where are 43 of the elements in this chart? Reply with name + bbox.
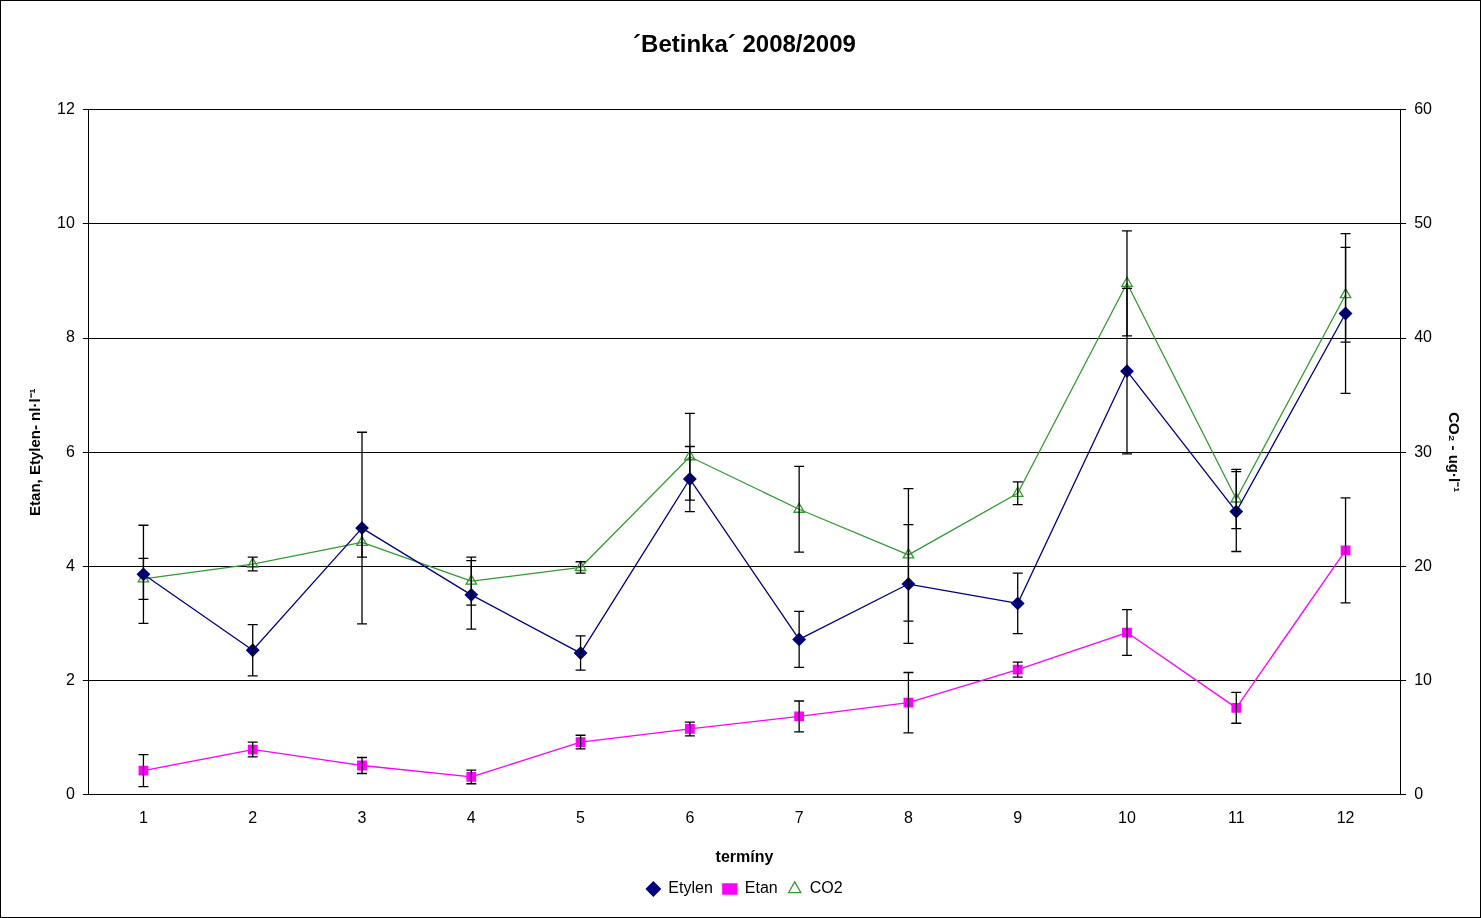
point xyxy=(684,450,696,461)
point xyxy=(902,548,915,559)
y2-axis-title: CO₂ - ug·l⁻¹ xyxy=(1445,412,1463,493)
point xyxy=(465,574,478,585)
x-axis-title: termíny xyxy=(715,847,774,865)
x-tick-label: 3 xyxy=(357,808,367,826)
chart-title: ´Betinka´ 2008/2009 xyxy=(633,30,856,58)
y2-tick-label: 10 xyxy=(1414,670,1433,688)
y2-tick-label: 40 xyxy=(1414,328,1433,346)
x-tick-label: 7 xyxy=(794,808,804,826)
x-tick-label: 9 xyxy=(1013,808,1023,826)
y-tick-label: 8 xyxy=(65,328,75,346)
x-tick-label: 10 xyxy=(1118,808,1136,826)
x-tick-label: 5 xyxy=(576,808,586,826)
x-tick-label: 12 xyxy=(1336,808,1355,826)
x-tick-label: 11 xyxy=(1227,808,1245,826)
point xyxy=(1011,486,1024,497)
point xyxy=(1230,492,1243,503)
y2-tick-label: 30 xyxy=(1414,442,1433,460)
x-tick-label: 2 xyxy=(248,808,258,826)
x-tick-label: 6 xyxy=(685,808,695,826)
y-tick-label: 4 xyxy=(65,556,75,574)
y2-tick-label: 60 xyxy=(1414,100,1433,118)
y-axis-title: Etan, Etylen- nl·l⁻¹ xyxy=(26,388,44,516)
y2-tick-label: 0 xyxy=(1414,785,1424,803)
legend-label: CO2 xyxy=(809,879,843,897)
legend-label: Etylen xyxy=(668,879,713,897)
point xyxy=(793,502,805,513)
point xyxy=(1339,288,1352,299)
y2-tick-label: 50 xyxy=(1414,214,1433,232)
point xyxy=(1121,276,1133,287)
y-tick-label: 6 xyxy=(65,442,75,460)
y2-tick-label: 20 xyxy=(1414,556,1433,574)
y-tick-label: 12 xyxy=(57,100,75,118)
x-tick-label: 1 xyxy=(138,808,148,826)
point xyxy=(246,557,259,568)
x-tick-label: 4 xyxy=(466,808,476,826)
point xyxy=(356,535,368,547)
legend-label: Etan xyxy=(744,879,778,897)
y-tick-label: 10 xyxy=(57,214,75,232)
y-tick-label: 2 xyxy=(65,670,75,688)
y-tick-label: 0 xyxy=(65,785,75,803)
x-tick-label: 8 xyxy=(903,808,913,826)
